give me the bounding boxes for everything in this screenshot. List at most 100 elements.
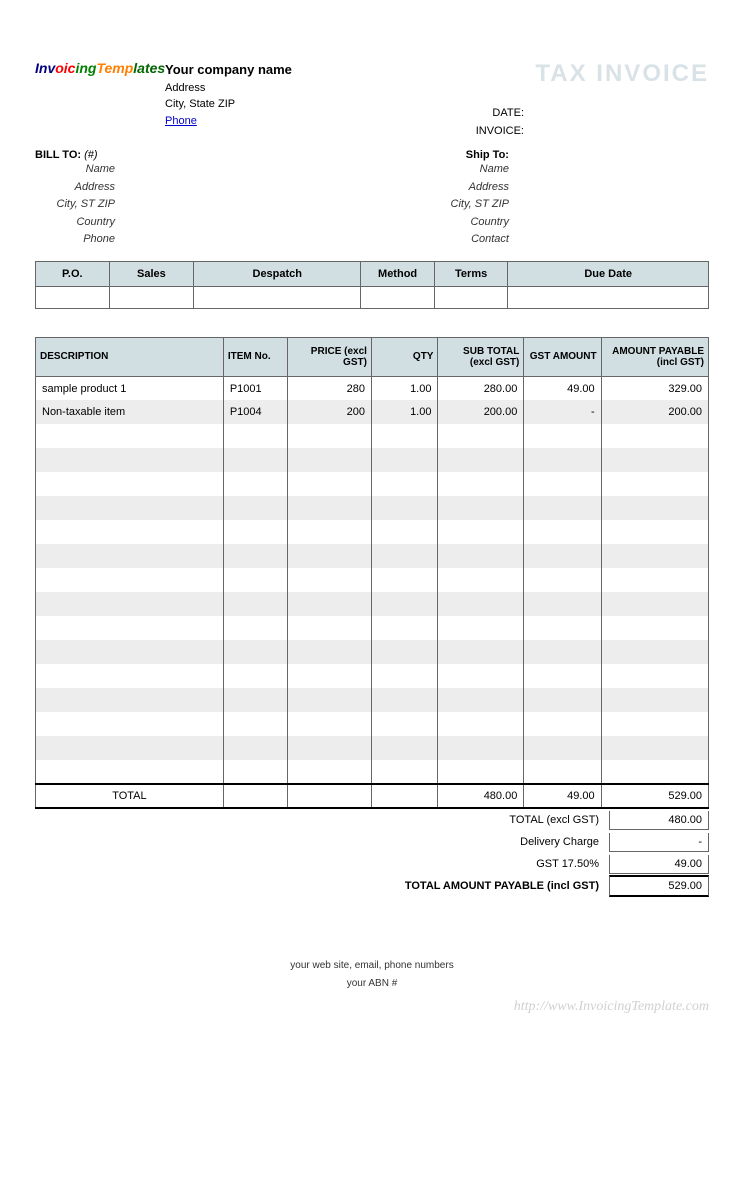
item-cell: 1.00 [371, 400, 438, 424]
meta-cell[interactable] [508, 286, 709, 308]
item-cell [288, 472, 372, 496]
table-row [36, 736, 709, 760]
table-row [36, 712, 709, 736]
item-cell [288, 544, 372, 568]
item-cell [371, 568, 438, 592]
item-cell: 200.00 [601, 400, 708, 424]
logo: InvoicingTemplates [35, 60, 165, 129]
company-phone-link[interactable]: Phone [165, 115, 197, 127]
item-cell: P1004 [223, 400, 287, 424]
item-cell: sample product 1 [36, 376, 224, 400]
item-cell [524, 424, 601, 448]
item-cell [371, 424, 438, 448]
item-cell [371, 688, 438, 712]
item-cell [288, 424, 372, 448]
item-cell [601, 424, 708, 448]
item-cell [524, 712, 601, 736]
item-cell [438, 712, 524, 736]
item-cell [524, 592, 601, 616]
addresses: BILL TO: (#) Name Address City, ST ZIP C… [35, 149, 709, 249]
summary-value: - [609, 833, 709, 852]
item-cell [601, 760, 708, 784]
summary-row: GST 17.50%49.00 [35, 853, 709, 875]
item-cell [438, 688, 524, 712]
item-cell [36, 424, 224, 448]
item-cell [601, 736, 708, 760]
ship-to-city: City, ST ZIP [406, 196, 509, 214]
item-cell [371, 592, 438, 616]
invoice-label: INVOICE: [476, 123, 524, 141]
item-cell [524, 640, 601, 664]
item-cell [524, 496, 601, 520]
item-cell: 200.00 [438, 400, 524, 424]
ship-to-contact: Contact [406, 231, 509, 249]
summary-value: 480.00 [609, 811, 709, 830]
item-cell: 200 [288, 400, 372, 424]
summary-label: TOTAL (excl GST) [509, 814, 609, 826]
item-cell [371, 520, 438, 544]
items-header: ITEM No. [223, 337, 287, 376]
bill-to-label: BILL TO: [35, 149, 81, 161]
meta-header: Terms [434, 261, 508, 286]
item-cell [601, 592, 708, 616]
ship-to-block: Ship To: Name Address City, ST ZIP Count… [406, 149, 709, 249]
table-row [36, 640, 709, 664]
item-cell [438, 520, 524, 544]
item-cell [438, 664, 524, 688]
table-row [36, 568, 709, 592]
item-cell [438, 496, 524, 520]
item-cell: 280 [288, 376, 372, 400]
item-cell [223, 568, 287, 592]
item-cell [288, 760, 372, 784]
table-row [36, 664, 709, 688]
item-cell [371, 616, 438, 640]
table-row [36, 496, 709, 520]
item-cell [223, 664, 287, 688]
table-row: Non-taxable itemP10042001.00200.00-200.0… [36, 400, 709, 424]
meta-cell[interactable] [36, 286, 110, 308]
items-header: DESCRIPTION [36, 337, 224, 376]
item-cell [223, 448, 287, 472]
item-cell [601, 712, 708, 736]
meta-header: Due Date [508, 261, 709, 286]
item-cell [223, 712, 287, 736]
meta-cell[interactable] [194, 286, 361, 308]
meta-table: P.O.SalesDespatchMethodTermsDue Date [35, 261, 709, 309]
item-cell [288, 496, 372, 520]
meta-cell[interactable] [361, 286, 435, 308]
meta-cell[interactable] [109, 286, 194, 308]
item-cell [223, 688, 287, 712]
item-cell [36, 496, 224, 520]
item-cell [371, 640, 438, 664]
total-cell [223, 784, 287, 808]
item-cell [223, 640, 287, 664]
bill-to-id: (#) [84, 149, 97, 161]
meta-header: Method [361, 261, 435, 286]
summary-label: GST 17.50% [536, 858, 609, 870]
item-cell [36, 616, 224, 640]
table-row [36, 688, 709, 712]
item-cell [36, 712, 224, 736]
bill-to-block: BILL TO: (#) Name Address City, ST ZIP C… [35, 149, 406, 249]
table-row [36, 472, 709, 496]
item-cell [288, 640, 372, 664]
item-cell [36, 760, 224, 784]
item-cell [288, 736, 372, 760]
item-cell [223, 592, 287, 616]
table-row [36, 592, 709, 616]
item-cell: 1.00 [371, 376, 438, 400]
items-header: SUB TOTAL (excl GST) [438, 337, 524, 376]
item-cell [288, 520, 372, 544]
item-cell [371, 496, 438, 520]
item-cell [438, 616, 524, 640]
item-cell [601, 568, 708, 592]
item-cell [438, 592, 524, 616]
company-city: City, State ZIP [165, 96, 709, 113]
item-cell [601, 448, 708, 472]
meta-header: Despatch [194, 261, 361, 286]
item-cell [524, 616, 601, 640]
item-cell: 280.00 [438, 376, 524, 400]
meta-cell[interactable] [434, 286, 508, 308]
item-cell [288, 616, 372, 640]
item-cell [524, 664, 601, 688]
